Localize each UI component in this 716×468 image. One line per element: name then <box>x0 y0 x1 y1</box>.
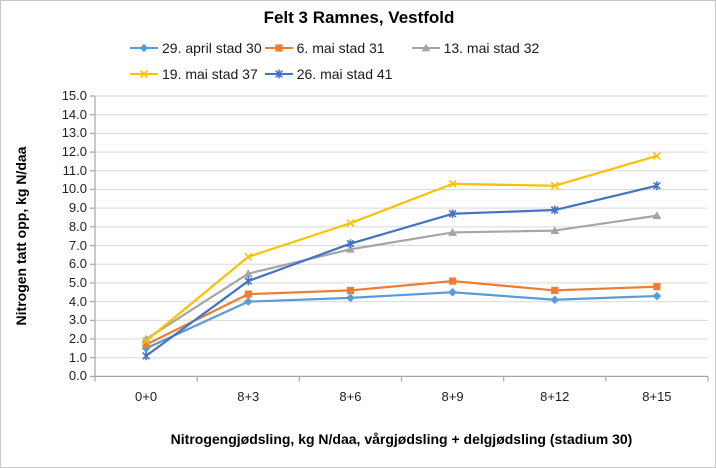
data-point-marker <box>421 43 430 52</box>
legend-marker-icon <box>264 69 293 79</box>
series-6-mai-stad-31 <box>142 277 661 349</box>
x-axis-title: Nitrogengjødsling, kg N/daa, vårgjødslin… <box>170 431 633 447</box>
legend-item: 26. mai stad 41 <box>264 66 393 82</box>
series-line <box>144 214 659 341</box>
series-26-mai-stad-41 <box>142 181 661 361</box>
series-line <box>144 154 659 342</box>
data-point-marker <box>274 70 283 78</box>
legend-label: 29. april stad 30 <box>162 40 262 56</box>
data-point-marker <box>139 69 149 79</box>
legend-label: 6. mai stad 31 <box>296 40 385 56</box>
y-tick-label: 0.0 <box>68 368 87 384</box>
data-point-marker <box>448 277 457 285</box>
data-point-marker <box>346 219 355 228</box>
data-point-marker <box>448 287 457 297</box>
data-point-marker <box>653 283 661 291</box>
data-point-marker <box>652 291 662 301</box>
data-point-marker <box>243 297 253 306</box>
data-point-marker <box>243 269 253 277</box>
y-tick-label: 8.0 <box>68 218 87 234</box>
y-tick-label: 9.0 <box>68 200 87 216</box>
y-tick-label: 14.0 <box>61 106 87 122</box>
legend-row-2: 19. mai stad 37 26. mai stad 41 <box>129 64 392 84</box>
chart-title: Felt 3 Ramnes, Vestfold <box>263 8 455 27</box>
y-tick-label: 11.0 <box>62 162 87 178</box>
data-point-marker <box>346 239 355 248</box>
y-tick-label: 7.0 <box>68 237 87 253</box>
y-tick-label: 12.0 <box>61 144 87 160</box>
y-tick-label: 3.0 <box>68 312 87 328</box>
legend-item: 6. mai stad 31 <box>264 40 385 56</box>
data-point-marker <box>652 151 661 160</box>
series-13-mai-stad-32 <box>141 211 662 343</box>
data-point-marker <box>244 252 253 261</box>
y-tick-label: 5.0 <box>68 274 87 290</box>
data-point-marker <box>550 181 559 190</box>
data-point-marker <box>346 293 355 303</box>
legend-item: 13. mai stad 32 <box>411 40 540 56</box>
series-19-mai-stad-37 <box>142 151 661 345</box>
x-category-label: 8+3 <box>237 389 260 404</box>
data-point-marker <box>142 336 151 345</box>
legend-label: 26. mai stad 41 <box>296 66 393 82</box>
data-point-marker <box>244 277 253 285</box>
x-category-label: 8+12 <box>540 389 570 404</box>
legend-marker-icon <box>264 44 293 52</box>
legend-marker-icon <box>411 43 440 52</box>
data-point-marker <box>550 206 559 214</box>
data-point-marker <box>653 181 661 190</box>
y-tick-label: 15.0 <box>61 88 87 103</box>
data-point-marker <box>244 290 252 298</box>
y-tick-label: 2.0 <box>68 331 87 346</box>
legend-label: 13. mai stad 32 <box>443 40 540 56</box>
legend-item: 19. mai stad 37 <box>129 66 258 82</box>
y-axis-title: Nitrogen tatt opp, kg N/daa <box>13 146 29 326</box>
data-point-marker <box>551 286 559 295</box>
data-point-marker <box>346 244 355 253</box>
y-tick-label: 10.0 <box>61 181 87 197</box>
data-point-marker <box>448 179 457 188</box>
gridlines <box>95 95 708 359</box>
series-line <box>144 279 659 346</box>
series-line <box>144 291 659 350</box>
data-point-marker <box>139 43 149 53</box>
x-category-label: 8+9 <box>441 389 464 404</box>
axes <box>90 95 709 382</box>
data-point-marker <box>550 226 560 234</box>
data-point-marker <box>142 351 150 360</box>
data-point-marker <box>448 209 457 218</box>
data-point-marker <box>550 295 560 305</box>
data-point-marker <box>275 44 283 52</box>
x-category-label: 8+6 <box>339 389 362 404</box>
y-tick-label: 13.0 <box>61 125 87 141</box>
y-tick-label: 1.0 <box>68 349 87 365</box>
legend-marker-icon <box>130 69 158 79</box>
data-point-marker <box>652 211 662 220</box>
legend-row-1: 29. april stad 30 6. mai stad 31 13. mai s… <box>129 38 539 58</box>
data-point-marker <box>346 286 355 295</box>
x-category-label: 0+0 <box>135 389 158 404</box>
legend-marker-icon <box>130 43 158 53</box>
legend-label: 19. mai stad 37 <box>162 66 258 82</box>
y-tick-label: 6.0 <box>68 256 87 272</box>
data-point-marker <box>448 228 457 236</box>
series-line <box>144 184 659 357</box>
x-category-label: 8+15 <box>642 389 672 404</box>
legend-item: 29. april stad 30 <box>129 40 262 56</box>
y-tick-label: 4.0 <box>68 293 87 309</box>
data-point-marker <box>142 341 150 349</box>
